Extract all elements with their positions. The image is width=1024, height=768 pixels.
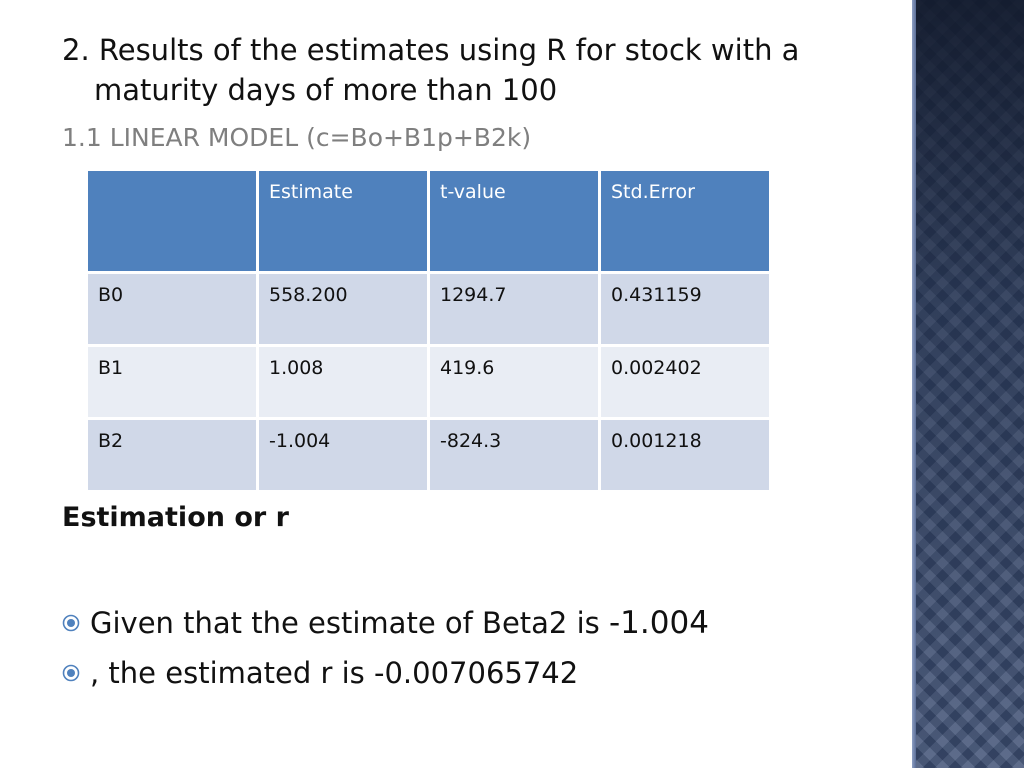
subheading-formula: (c=Bo+B1p+B2k): [306, 123, 532, 152]
side-panel-edge: [912, 0, 916, 768]
table-cell: 0.002402: [598, 344, 772, 420]
table-cell: 419.6: [427, 344, 601, 420]
table-header-cell: Std.Error: [598, 168, 772, 274]
table-cell: -1.004: [256, 417, 430, 493]
table-cell: -824.3: [427, 417, 601, 493]
beta2-value: -1.004: [608, 605, 709, 641]
table-header-cell: [85, 168, 259, 274]
list-item: Given that the estimate of Beta2 is -1.0…: [62, 598, 709, 648]
table-cell: B1: [85, 344, 259, 420]
table-cell: B0: [85, 271, 259, 347]
table-row: B1 1.008 419.6 0.002402: [85, 344, 772, 420]
slide-heading: 2. Results of the estimates using R for …: [62, 33, 800, 107]
table-row: B0 558.200 1294.7 0.431159: [85, 271, 772, 347]
table-cell: B2: [85, 417, 259, 493]
bullet-text: Given that the estimate of Beta2 is -1.0…: [90, 605, 709, 641]
radio-bullet-icon: [62, 664, 80, 682]
bullet-list: Given that the estimate of Beta2 is -1.0…: [62, 598, 709, 698]
table-cell: 1.008: [256, 344, 430, 420]
bullet-text-main: Given that the estimate of Beta2 is: [90, 606, 609, 640]
table-cell: 0.001218: [598, 417, 772, 493]
decorative-side-panel: [912, 0, 1024, 768]
table-cell: 558.200: [256, 271, 430, 347]
table-row: B2 -1.004 -824.3 0.001218: [85, 417, 772, 493]
slide-subheading: 1.1 Linear model (c=Bo+B1p+B2k): [62, 118, 531, 158]
radio-bullet-icon: [62, 614, 80, 632]
table-cell: 0.431159: [598, 271, 772, 347]
table-header-cell: t-value: [427, 168, 601, 274]
table-cell: 1294.7: [427, 271, 601, 347]
subheading-label: 1.1 Linear model: [62, 123, 307, 152]
table-header-cell: Estimate: [256, 168, 430, 274]
section-title: Estimation or r: [62, 502, 289, 533]
table-header-row: Estimate t-value Std.Error: [85, 168, 772, 274]
estimates-table: Estimate t-value Std.Error B0 558.200 12…: [85, 168, 772, 493]
bullet-text: , the estimated r is -0.007065742: [90, 656, 579, 690]
list-item: , the estimated r is -0.007065742: [62, 648, 709, 698]
